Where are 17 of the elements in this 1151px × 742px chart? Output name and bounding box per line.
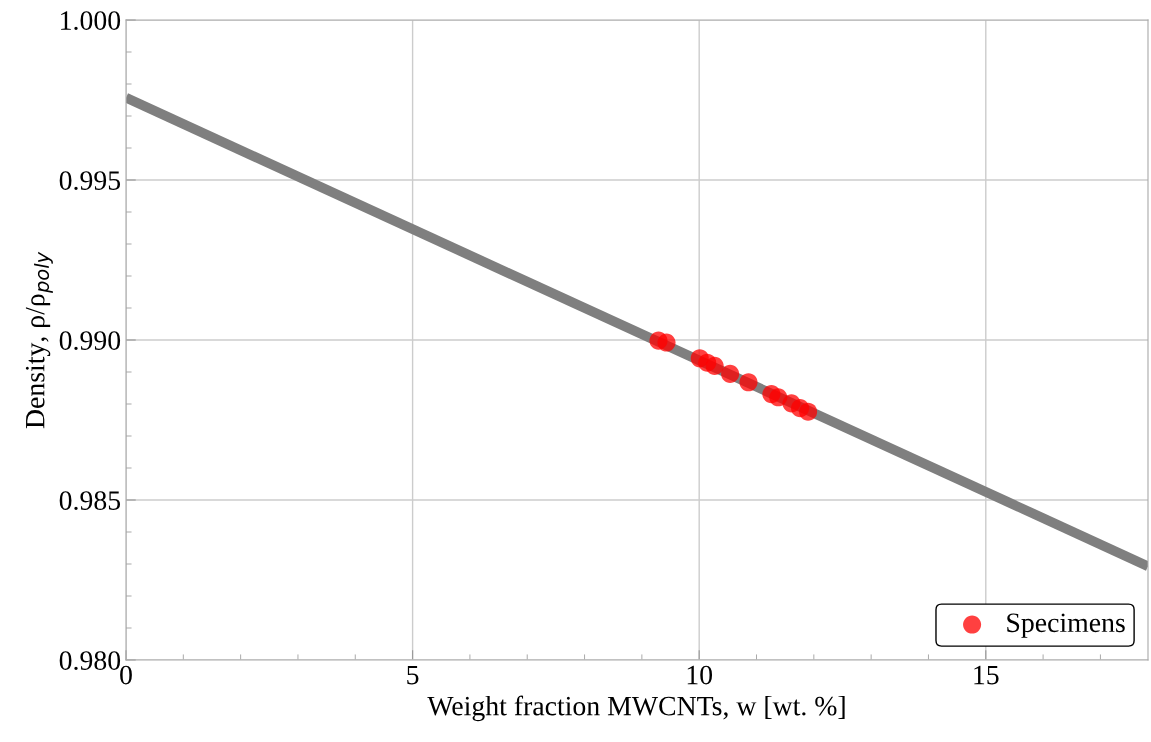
y-tick-label: 0.995 bbox=[59, 171, 121, 191]
point bbox=[657, 333, 676, 352]
point bbox=[705, 356, 724, 375]
y-tick-label: 1.000 bbox=[61, 11, 121, 31]
point bbox=[799, 402, 818, 421]
y-tick-label: 0.985 bbox=[59, 491, 121, 511]
x-axis-title: Weight fraction MWCNTs, w [wt. %] bbox=[427, 695, 845, 722]
y-tick-label: 0.990 bbox=[59, 331, 121, 351]
y-tick-label: 0.980 bbox=[59, 651, 121, 671]
legend-label: Specimens bbox=[1007, 613, 1125, 638]
x-tick-label: 10 bbox=[687, 665, 713, 685]
x-tick-label: 15 bbox=[974, 665, 999, 685]
x-tick-label: 0 bbox=[120, 665, 132, 685]
point bbox=[739, 373, 758, 392]
y-axis-title: Density, ρ/ρ$_{poly}$ bbox=[25, 251, 53, 429]
x-tick-label: 5 bbox=[407, 665, 419, 685]
point bbox=[721, 364, 740, 383]
